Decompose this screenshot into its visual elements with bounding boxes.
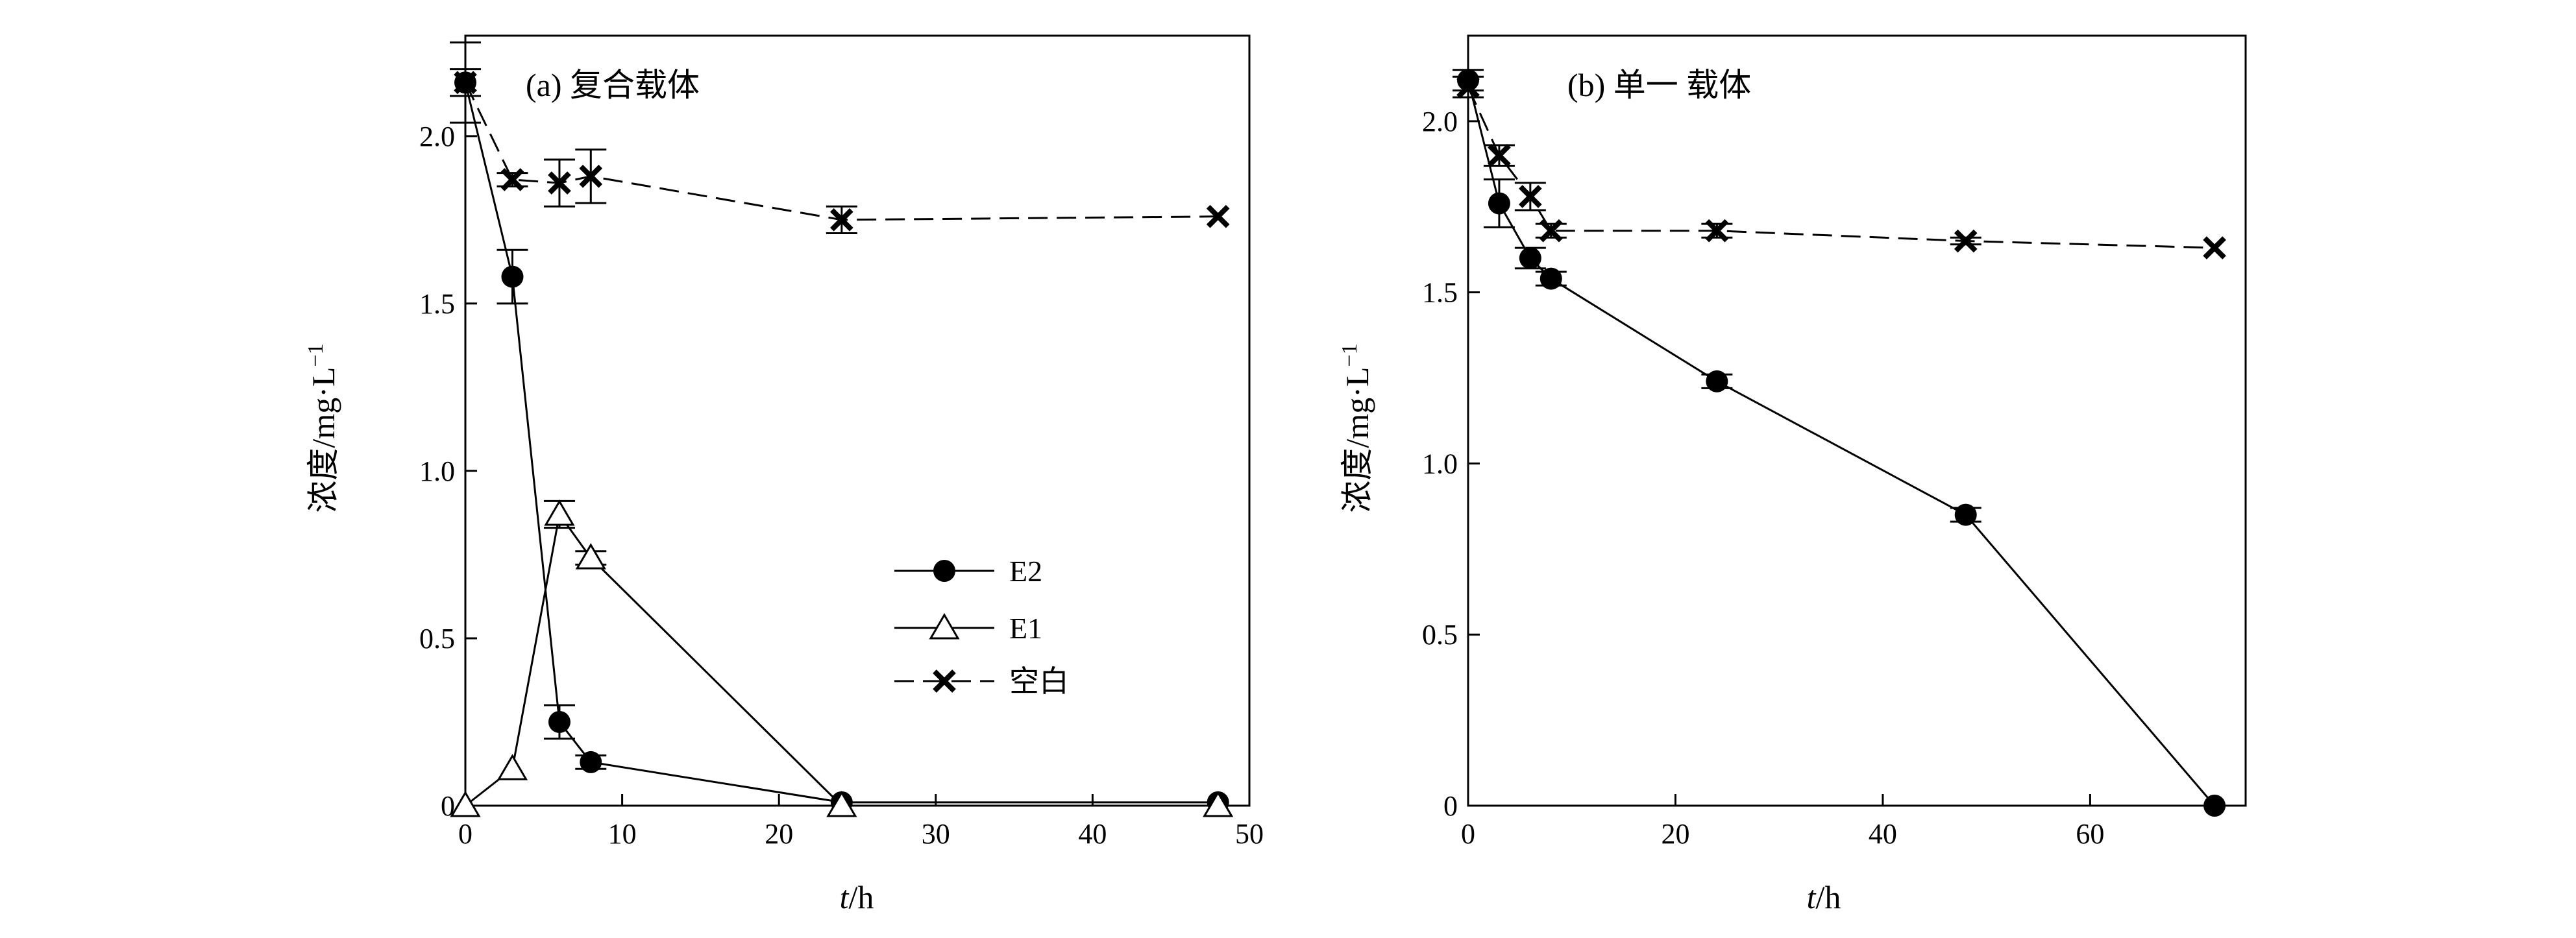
panel-a-x-axis-title-unit: /h: [849, 879, 874, 915]
panel-a-data-point-e2: [548, 710, 570, 733]
panel-a-x-tick-label: 40: [1078, 818, 1107, 850]
panel-a-data-point-e2: [580, 751, 602, 773]
panel-b-x-tick-label: 60: [2076, 818, 2104, 850]
panel-a-data-point-e1: [826, 791, 857, 817]
panel-b-y-tick-label: 2.0: [1422, 106, 1458, 138]
legend: E2 E1 空白: [894, 555, 1069, 698]
panel-b-plot-frame: [1467, 34, 2247, 807]
panel-a-y-axis-title: 浓度/mg·L−1: [304, 343, 341, 512]
panel-b-x-axis-title: t/h: [1807, 879, 1841, 915]
panel-b-x-axis-title-unit: /h: [1816, 879, 1841, 915]
panel-a-x-tick-label: 0: [458, 818, 472, 850]
panel-a-title: (a) 复合载体: [526, 67, 700, 103]
panel-a-y-tick-label: 0.5: [419, 623, 455, 655]
legend-label-blank: 空白: [1009, 665, 1069, 698]
panel-b-y-tick-label: 0: [1443, 790, 1458, 822]
legend-marker-e1: [929, 613, 960, 640]
panel-a-x-tick-label: 30: [922, 818, 950, 850]
panel-b-series-e2-line: [1467, 80, 2216, 806]
panel-a-y-axis-title-sup: −1: [304, 343, 328, 367]
panel-b-data-point-blank: [1519, 185, 1542, 208]
panel-a-series-e2-line: [464, 82, 1218, 804]
legend-marker-blank: [933, 669, 956, 693]
legend-label-e1: E1: [1009, 612, 1042, 645]
panel-a: (a) 复合载体 E2 E1 空白 t/h 浓度/mg·L−1 0 10 20 30 40 5…: [304, 34, 1264, 915]
panel-b-data-point-blank: [2203, 236, 2226, 259]
panel-b-y-tick-label: 1.5: [1422, 277, 1458, 309]
panel-b-data-point-blank: [1456, 75, 1480, 99]
panel-b-y-tick-label: 1.0: [1422, 448, 1458, 479]
panel-b-data-point-blank: [1705, 219, 1729, 243]
panel-a-data-point-blank: [1206, 204, 1230, 228]
panel-a-y-tick-label: 2.0: [419, 121, 455, 152]
panel-a-x-tick-label: 50: [1235, 818, 1264, 850]
panel-a-data-point-blank: [454, 71, 477, 95]
panel-b: (b) 单一 载体 t/h 浓度/mg·L−1 0 20 40 60 0 0.5 1.0 1.…: [1338, 34, 2247, 915]
panel-a-series-e1-line: [465, 512, 1218, 807]
panel-a-x-axis-title-var: t: [840, 879, 850, 915]
panel-a-x-tick-label: 10: [608, 818, 637, 850]
panel-b-data-point-e2: [1519, 247, 1541, 269]
panel-b-data-point-e2: [2203, 795, 2226, 817]
panel-a-y-tick-label: 0: [441, 790, 455, 822]
panel-a-y-tick-label: 1.0: [419, 455, 455, 487]
panel-a-x-axis-title: t/h: [840, 879, 874, 915]
panel-a-data-point-blank: [548, 171, 571, 195]
panel-b-data-point-blank: [1539, 219, 1563, 243]
panel-a-series-blank: [450, 41, 1230, 234]
panel-a-y-axis-title-main: 浓度/mg·L: [305, 367, 341, 513]
panel-b-series-e2: [1453, 69, 2226, 817]
legend-label-e2: E2: [1009, 555, 1042, 588]
panel-b-data-point-e2: [1488, 192, 1510, 215]
panel-b-y-axis-title-sup: −1: [1338, 343, 1362, 367]
panel-b-title: (b) 单一 载体: [1567, 67, 1751, 103]
panel-b-x-tick-label: 0: [1461, 818, 1475, 850]
panel-a-data-point-e1: [497, 754, 528, 780]
panel-a-x-tick-label: 20: [765, 818, 793, 850]
panel-b-y-tick-label: 0.5: [1422, 619, 1458, 651]
panel-a-data-point-blank: [579, 164, 603, 188]
panel-a-data-point-e1: [1203, 791, 1234, 817]
panel-b-data-point-e2: [1539, 267, 1562, 290]
panel-b-series-blank: [1453, 75, 2226, 259]
panel-b-x-tick-label: 20: [1661, 818, 1689, 850]
panel-a-series-e1: [450, 499, 1234, 817]
panel-a-data-point-e1: [575, 543, 606, 570]
panel-b-y-axis-title: 浓度/mg·L−1: [1338, 343, 1375, 512]
panel-a-data-point-e1: [450, 791, 481, 817]
panel-b-data-point-blank: [1488, 143, 1511, 167]
panel-b-x-tick-label: 40: [1869, 818, 1897, 850]
legend-marker-e2: [933, 560, 955, 582]
panel-b-y-axis-title-main: 浓度/mg·L: [1339, 367, 1375, 513]
panel-b-x-axis-title-var: t: [1807, 879, 1817, 915]
panel-a-data-point-e1: [544, 499, 575, 526]
panel-a-data-point-e2: [501, 265, 524, 288]
panel-a-data-point-blank: [500, 168, 524, 191]
panel-a-plot-frame: [464, 34, 1251, 807]
panel-a-y-tick-label: 1.5: [419, 288, 455, 320]
panel-b-data-point-blank: [1954, 229, 1978, 253]
panel-b-data-point-e2: [1706, 370, 1728, 392]
panel-a-series-blank-line: [464, 82, 1218, 221]
panel-a-series-e2: [450, 68, 1229, 813]
panel-b-data-point-e2: [1954, 503, 1977, 526]
panel-a-data-point-blank: [830, 208, 853, 232]
panel-b-series-blank-line: [1467, 86, 2215, 249]
